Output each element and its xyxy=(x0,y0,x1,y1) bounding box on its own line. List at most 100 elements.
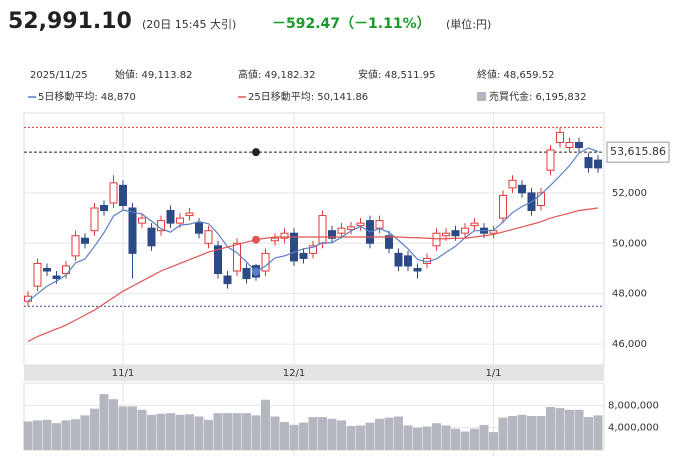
volume-bar xyxy=(489,432,498,450)
candle-body xyxy=(442,232,450,237)
time: (20日 15:45 大引) xyxy=(142,17,236,31)
cursor-dot xyxy=(252,267,260,276)
volume-bar xyxy=(470,428,479,450)
volume-bar xyxy=(156,413,166,450)
volume-bar xyxy=(327,418,337,450)
volume-bar xyxy=(204,419,213,450)
volume-bar xyxy=(80,415,90,450)
volume-bar xyxy=(479,424,489,450)
candle-body xyxy=(176,217,184,224)
candle-body xyxy=(565,141,574,149)
price: 52,991.10 xyxy=(8,9,132,34)
candle-body xyxy=(546,149,555,171)
info-item: 終値: 48,659.52 xyxy=(477,68,554,81)
cursor-dot xyxy=(252,148,260,157)
candle-body xyxy=(385,235,393,249)
candle-body xyxy=(499,194,507,219)
volume-bar xyxy=(308,417,318,450)
volume-bar xyxy=(508,415,517,450)
candle-body xyxy=(138,217,146,224)
volume-bar xyxy=(289,424,299,450)
volume-bar xyxy=(403,425,413,450)
y-tick-label: 46,000 xyxy=(612,339,647,350)
candle-body xyxy=(233,242,241,272)
y-tick-label: 50,000 xyxy=(612,238,647,249)
candle-body xyxy=(470,222,479,227)
candle-body xyxy=(128,207,137,254)
volume-bar xyxy=(242,413,251,450)
volume-bar xyxy=(90,408,99,450)
volume-bar xyxy=(451,428,460,450)
volume-bar xyxy=(413,427,422,450)
change: －592.47（－1.11%） xyxy=(272,16,431,32)
volume-bar xyxy=(109,399,118,450)
volume-bar xyxy=(23,421,33,450)
volume-bar xyxy=(223,413,232,450)
volume-bar xyxy=(61,420,71,450)
price-tag-label: 53,615.86 xyxy=(610,145,666,158)
candle-body xyxy=(214,245,222,275)
candle-body xyxy=(309,245,317,254)
x-tick-label: 11/1 xyxy=(112,368,134,379)
volume-bar xyxy=(498,417,508,450)
candle-body xyxy=(195,222,203,234)
volume-bar xyxy=(232,413,242,450)
candle-body xyxy=(33,262,42,287)
candle-body xyxy=(109,182,118,204)
candle-body xyxy=(271,237,279,242)
candle-body xyxy=(413,267,422,272)
candle-body xyxy=(451,230,460,237)
y-tick-label: 4,000,000 xyxy=(608,423,659,434)
candle-body xyxy=(489,230,498,234)
candle-body xyxy=(204,230,213,244)
volume-bar xyxy=(175,414,185,450)
candle-body xyxy=(404,255,412,267)
volume-bar xyxy=(574,409,584,450)
candle-body xyxy=(147,227,156,247)
volume-bar xyxy=(213,413,223,450)
candle-body xyxy=(242,267,251,280)
candle-body xyxy=(90,207,99,232)
volume-bar xyxy=(384,417,394,450)
volume-bar xyxy=(546,407,555,450)
candle-body xyxy=(299,252,308,259)
candle-body xyxy=(261,252,270,272)
candle-body xyxy=(518,184,526,194)
volume-bar xyxy=(147,414,156,450)
volume-bar xyxy=(137,409,147,450)
volume-bar xyxy=(346,425,356,450)
volume-bar xyxy=(441,425,451,450)
volume-bar xyxy=(71,419,80,450)
volume-bar xyxy=(52,423,61,450)
y-tick-label: 48,000 xyxy=(612,289,647,300)
plot-frame xyxy=(23,112,605,366)
volume-bar xyxy=(128,406,137,450)
candle-body xyxy=(508,179,517,189)
volume-bar xyxy=(593,415,603,450)
candle-body xyxy=(43,267,51,272)
volume-bar xyxy=(394,416,403,450)
volume-bar xyxy=(375,418,384,450)
candle-body xyxy=(594,159,602,169)
volume-bar xyxy=(166,413,175,450)
candle-body xyxy=(575,141,583,149)
y-tick-label: 8,000,000 xyxy=(608,400,659,411)
volume-bar xyxy=(536,415,546,450)
info-item: 2025/11/25 xyxy=(30,70,88,81)
legend-swatch xyxy=(477,92,486,101)
candle-body xyxy=(337,227,346,234)
volume-bar xyxy=(261,399,270,450)
candle-body xyxy=(375,220,384,229)
volume-bar xyxy=(527,415,536,450)
info-item: 始値: 49,113.82 xyxy=(115,68,192,81)
candle-body xyxy=(394,252,403,267)
candle-body xyxy=(556,131,564,143)
info-item: 安値: 48,511.95 xyxy=(358,68,435,81)
legend-label: 売買代金: 6,195,832 xyxy=(489,90,586,103)
candle-body xyxy=(100,204,108,212)
volume-bar xyxy=(280,422,289,450)
volume-bar xyxy=(432,423,441,450)
volume-bar xyxy=(270,416,280,450)
candle-body xyxy=(166,210,175,224)
volume-bar xyxy=(299,422,308,450)
